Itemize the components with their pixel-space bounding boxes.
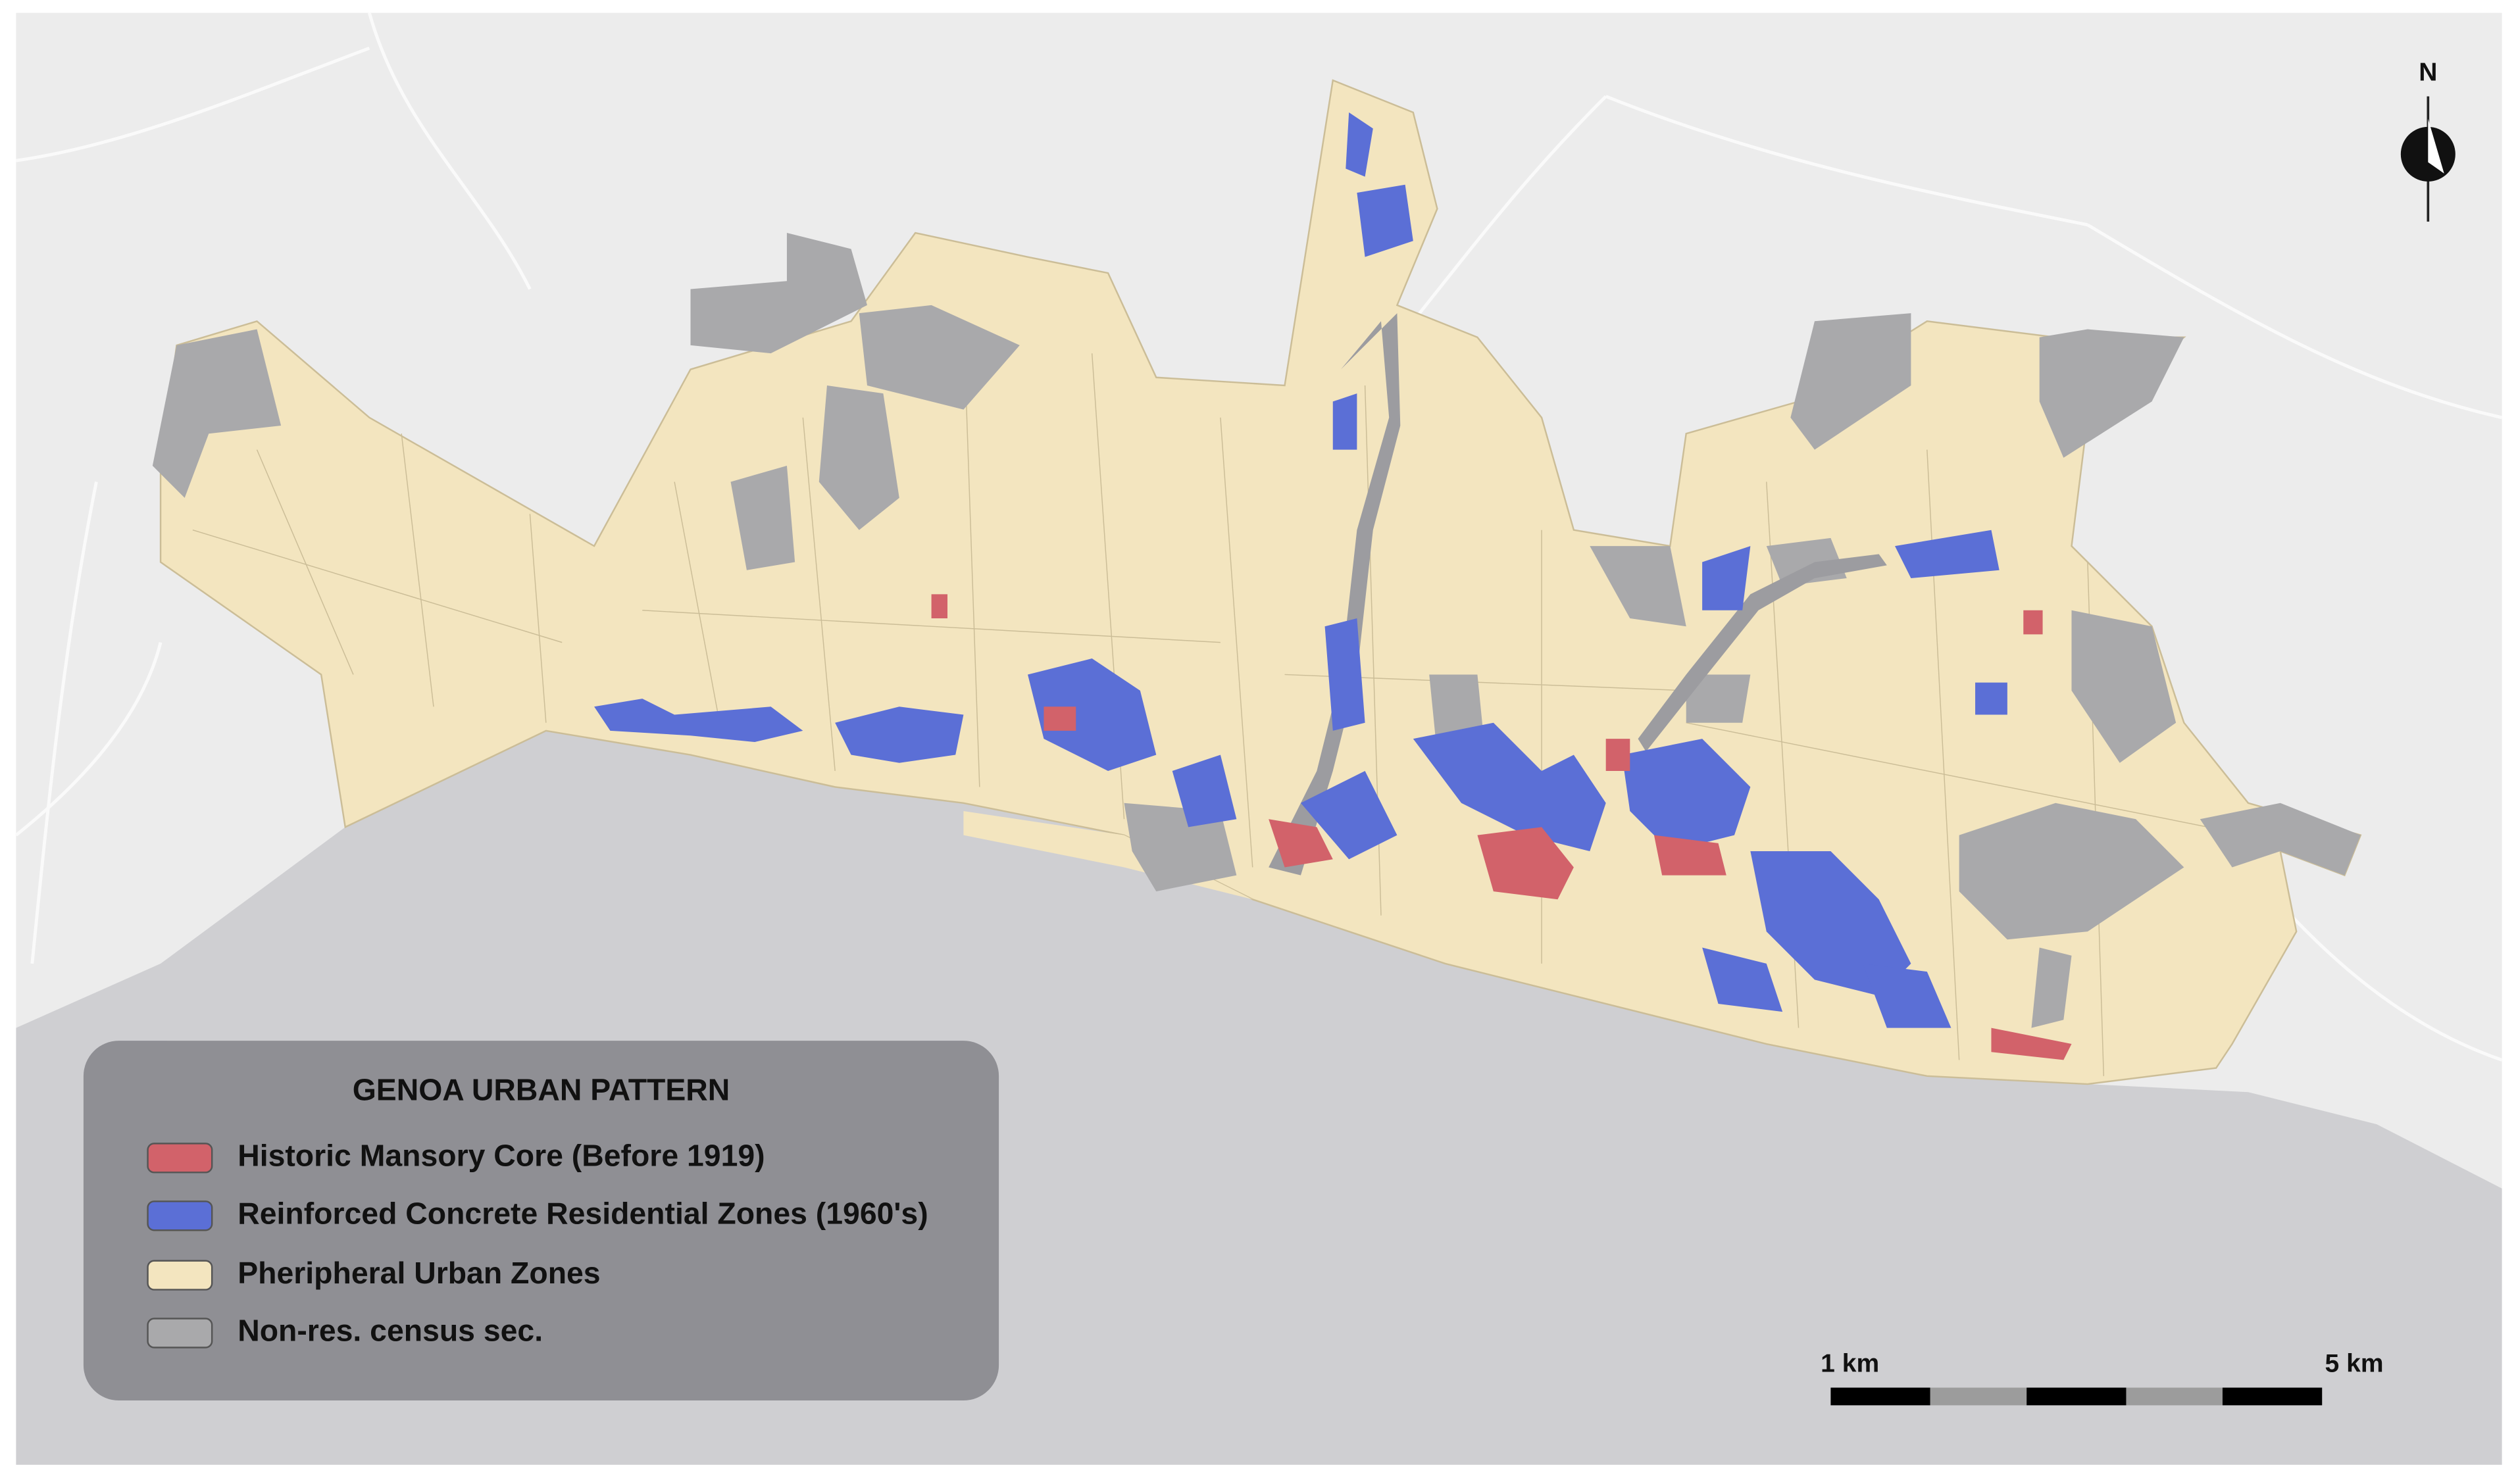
north-label: N	[2419, 59, 2437, 87]
scale-label: 1 km	[1821, 1350, 1879, 1378]
legend-label: Historic Mansory Core (Before 1919)	[238, 1139, 765, 1173]
legend-swatch	[147, 1143, 213, 1174]
scale-segment	[2222, 1387, 2323, 1406]
north-arrow: N	[2400, 59, 2455, 222]
legend-swatch	[147, 1200, 213, 1231]
non-residential-sections	[152, 233, 2361, 1028]
legend-box	[83, 1041, 999, 1401]
legend-title: GENOA URBAN PATTERN	[353, 1073, 730, 1107]
scale-segment	[2027, 1387, 2127, 1406]
census-boundaries	[192, 321, 2249, 1076]
roads	[14, 12, 2503, 1062]
legend-swatch	[147, 1318, 213, 1348]
scale-label: 5 km	[2325, 1350, 2384, 1378]
scale-segment	[1930, 1387, 2027, 1406]
concrete-zones	[594, 112, 2007, 1028]
legend-label: Reinforced Concrete Residential Zones (1…	[238, 1197, 928, 1231]
legend-label: Pheripheral Urban Zones	[238, 1256, 600, 1290]
legend: GENOA URBAN PATTERN Historic Mansory Cor…	[83, 1041, 999, 1401]
historic-cores	[931, 594, 2072, 1060]
legend-label: Non-res. census sec.	[238, 1314, 543, 1348]
scale-segment	[1830, 1387, 1930, 1406]
legend-swatch	[147, 1260, 213, 1291]
scale-bar: 1 km 5 km	[1821, 1350, 2384, 1406]
scale-segment	[2126, 1387, 2223, 1406]
